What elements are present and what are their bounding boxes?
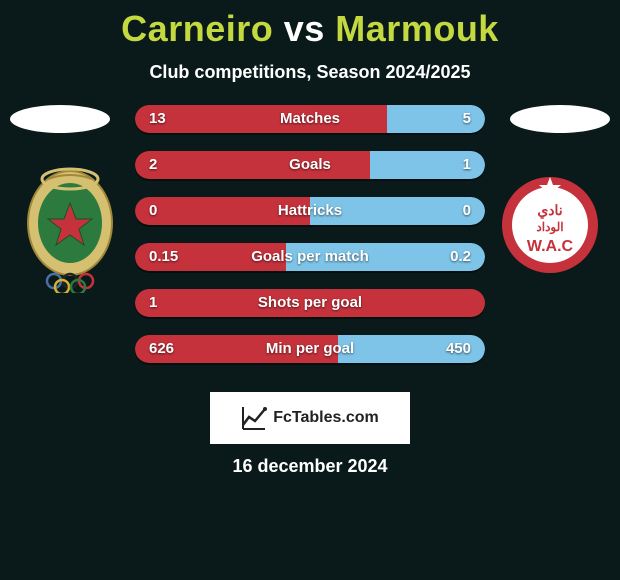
stat-label: Goals — [135, 151, 485, 179]
left-club-crest — [20, 165, 120, 293]
right-player-ellipse — [510, 105, 610, 133]
stat-row: Shots per goal1 — [135, 289, 485, 317]
stat-label: Goals per match — [135, 243, 485, 271]
stat-bars-container: Matches13 5 Goals2 1 Hattricks0 0 Goals per ma… — [135, 105, 485, 381]
stat-row: Goals2 1 — [135, 151, 485, 179]
stat-value-right: 1 — [463, 151, 471, 179]
stat-value-left: 2 — [149, 151, 157, 179]
crest-right-icon: نادي الوداد W.A.C — [500, 175, 600, 275]
player-2-name: Marmouk — [335, 8, 499, 49]
fctables-logo-icon — [241, 405, 267, 431]
stat-value-right: 0 — [463, 197, 471, 225]
stat-label: Min per goal — [135, 335, 485, 363]
svg-text:الوداد: الوداد — [536, 220, 563, 235]
stat-value-left: 626 — [149, 335, 174, 363]
stat-value-left: 13 — [149, 105, 166, 133]
stat-value-left: 0.15 — [149, 243, 178, 271]
vs-separator: vs — [284, 8, 325, 49]
stat-label: Matches — [135, 105, 485, 133]
stat-value-left: 1 — [149, 289, 157, 317]
crest-left-icon — [20, 165, 120, 293]
stat-row: Goals per match0.15 0.2 — [135, 243, 485, 271]
svg-text:W.A.C: W.A.C — [527, 238, 574, 255]
svg-text:نادي: نادي — [537, 202, 562, 219]
stat-row: Hattricks0 0 — [135, 197, 485, 225]
stat-label: Hattricks — [135, 197, 485, 225]
stat-value-right: 5 — [463, 105, 471, 133]
stat-row: Matches13 5 — [135, 105, 485, 133]
stat-row: Min per goal626 450 — [135, 335, 485, 363]
brand-box: FcTables.com — [210, 392, 410, 444]
stat-value-right: 450 — [446, 335, 471, 363]
left-player-ellipse — [10, 105, 110, 133]
brand-text: FcTables.com — [273, 409, 379, 427]
date-text: 16 december 2024 — [0, 456, 620, 477]
subtitle: Club competitions, Season 2024/2025 — [0, 62, 620, 83]
right-club-crest: نادي الوداد W.A.C — [500, 175, 600, 275]
page-title: Carneiro vs Marmouk — [0, 0, 620, 50]
player-1-name: Carneiro — [121, 8, 273, 49]
stat-label: Shots per goal — [135, 289, 485, 317]
stat-value-left: 0 — [149, 197, 157, 225]
stat-value-right: 0.2 — [450, 243, 471, 271]
